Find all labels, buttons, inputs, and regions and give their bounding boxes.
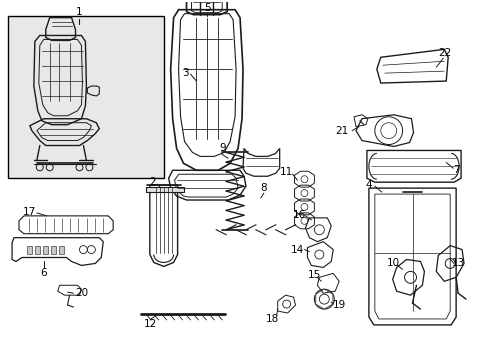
Text: 16: 16 [292,210,305,220]
Text: 12: 12 [144,319,157,329]
Bar [51,246,56,253]
Text: 11: 11 [280,167,293,177]
Text: 22: 22 [438,48,451,58]
Text: 4: 4 [365,180,371,190]
Text: 15: 15 [307,270,320,280]
Text: 9: 9 [219,144,225,153]
Text: 20: 20 [75,288,88,298]
Text: 21: 21 [335,126,348,136]
Text: 8: 8 [260,183,266,193]
Text: 13: 13 [450,258,464,269]
Text: 17: 17 [23,207,37,217]
Bar [8,15,163,178]
Text: 19: 19 [332,300,345,310]
Bar [59,246,63,253]
Text: 10: 10 [386,258,399,269]
Text: 2: 2 [149,177,156,187]
Text: 14: 14 [290,244,304,255]
Bar [145,187,183,192]
Bar [27,246,32,253]
Text: 1: 1 [76,7,82,17]
Text: 18: 18 [265,314,279,324]
Text: 7: 7 [452,165,459,175]
Bar [35,246,40,253]
Text: 6: 6 [41,268,47,278]
Bar [42,246,48,253]
Text: 5: 5 [203,3,210,13]
Text: 3: 3 [182,68,188,78]
